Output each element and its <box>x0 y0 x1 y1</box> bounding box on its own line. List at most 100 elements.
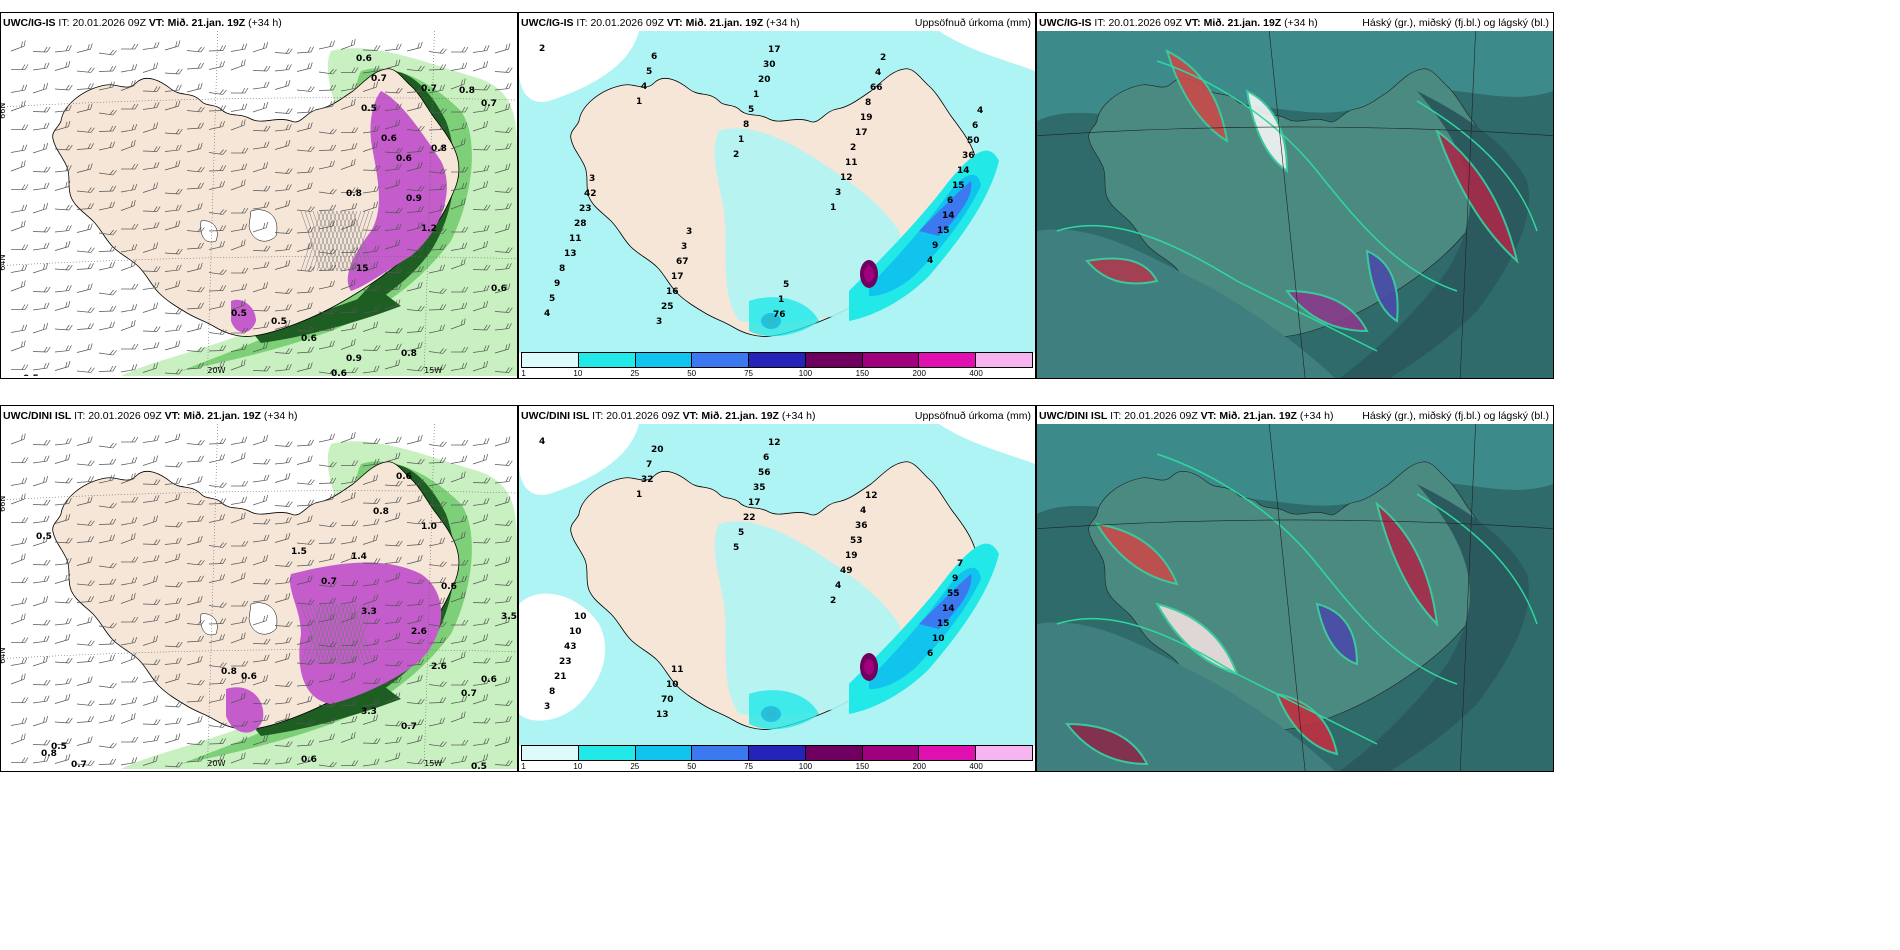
precip-value-label: 25 <box>661 302 674 312</box>
precip-value-label: 11 <box>569 234 582 244</box>
graticule <box>1 31 517 376</box>
colorbar-label: 25 <box>630 369 640 378</box>
precip-rainband <box>749 543 999 730</box>
precip-value-label: 55 <box>947 589 960 599</box>
colorbar-label: 50 <box>687 762 697 771</box>
snow-value-label: 1.5 <box>291 547 307 557</box>
precip-value-label: 67 <box>676 257 689 267</box>
snow-value-label: 0.6 <box>301 334 317 344</box>
it-label: IT: <box>576 17 588 29</box>
snow-hatch <box>300 210 374 272</box>
cloud-contours <box>1056 60 1538 352</box>
snow-value-label: 0.8 <box>431 144 447 154</box>
colorbar-cell <box>749 353 806 367</box>
precip-value-label: 1 <box>738 135 744 145</box>
precip-value-label: 12 <box>840 173 853 183</box>
colorbar-cell <box>692 746 750 760</box>
precip-value-label: 15 <box>937 619 950 629</box>
field-description: Háský (gr.), miðský (fj.bl.) og lágský (… <box>1362 17 1549 29</box>
colorbar-label: 400 <box>969 762 983 771</box>
model-name: UWC/DINI ISL <box>521 410 590 422</box>
precip-value-label: 12 <box>865 491 878 501</box>
precip-value-label: 1 <box>636 97 642 107</box>
cloud-map-igis-panel: UWC/IG-IS IT: 20.01.2026 09Z VT: Mið. 21… <box>1036 12 1554 379</box>
precip-value-label: 14 <box>942 211 955 221</box>
lat-tick-66n: 66N <box>1 103 7 119</box>
precip-map-dini-panel: UWC/DINI ISL IT: 20.01.2026 09Z VT: Mið.… <box>518 405 1036 772</box>
snow-value-label: 0.5 <box>23 374 39 376</box>
snow-hatch <box>300 603 374 665</box>
precip-value-label: 5 <box>646 67 652 77</box>
colorbar-label: 1 <box>521 369 526 378</box>
lead-time: (+34 h) <box>1299 410 1334 422</box>
panel-title: UWC/DINI ISL IT: 20.01.2026 09Z VT: Mið.… <box>1039 410 1333 422</box>
snow-value-label: 2.6 <box>431 662 447 672</box>
precip-colorbar: 1 10 25 50 75 100 150 200 400 <box>519 745 1035 771</box>
snow-value-label: 0.6 <box>396 154 412 164</box>
vt-value: Mið. 21.jan. 19Z <box>685 17 764 29</box>
precip-value-label: 17 <box>768 45 781 55</box>
colorbar-cell <box>749 746 806 760</box>
colorbar-label: 150 <box>855 369 870 378</box>
field-description: Uppsöfnuð úrkoma (mm) <box>914 17 1031 29</box>
model-name: UWC/DINI ISL <box>3 410 72 422</box>
colorbar-cell <box>976 353 1033 367</box>
precip-value-label: 10 <box>932 634 945 644</box>
precip-value-label: 8 <box>549 687 555 697</box>
precip-value-label: 5 <box>738 528 744 538</box>
colorbar-label: 100 <box>798 762 813 771</box>
snow-value-label: 0.6 <box>481 675 497 685</box>
precip-value-label: 43 <box>564 642 577 652</box>
snow-value-label: 0.5 <box>36 532 52 542</box>
snow-value-label: 1.4 <box>351 552 367 562</box>
colorbar-cell <box>578 353 636 367</box>
precip-value-label: 1 <box>636 490 642 500</box>
colorbar-cell <box>635 746 693 760</box>
snow-value-label: 3.5 <box>501 612 517 622</box>
snow-value-label: 0.9 <box>406 194 422 204</box>
snow-value-label: 0.8 <box>221 667 237 677</box>
colorbar-label: 400 <box>969 369 983 378</box>
precip-value-label: 5 <box>549 294 555 304</box>
field-description: Háský (gr.), miðský (fj.bl.) og lágský (… <box>1362 410 1549 422</box>
it-label: IT: <box>74 410 86 422</box>
precip-value-label: 53 <box>850 536 863 546</box>
precip-value-label: 11 <box>845 158 858 168</box>
precip-value-labels: 4152633254108722491521201719142313355355… <box>539 437 963 720</box>
cloud-map-dini-panel: UWC/DINI ISL IT: 20.01.2026 09Z VT: Mið.… <box>1036 405 1554 772</box>
it-value: 20.01.2026 09Z <box>1124 410 1198 422</box>
cloud-contours <box>1056 453 1538 745</box>
precip-value-label: 12 <box>768 438 781 448</box>
model-name: UWC/IG-IS <box>521 17 574 29</box>
vt-value: Mið. 21.jan. 19Z <box>183 410 261 422</box>
colorbar-cell <box>635 353 693 367</box>
precip-value-label: 5 <box>783 280 789 290</box>
it-value: 20.01.2026 09Z <box>88 410 162 422</box>
precip-value-label: 13 <box>656 710 669 720</box>
snow-value-label: 0.8 <box>373 507 389 517</box>
precip-value-label: 6 <box>763 453 769 463</box>
model-name: UWC/IG-IS <box>3 17 56 29</box>
snow-value-label: 0.6 <box>396 472 412 482</box>
lead-time: (+34 h) <box>766 17 800 29</box>
snow-value-label: 0.7 <box>401 722 417 732</box>
precip-value-label: 4 <box>860 506 866 516</box>
precip-map: 4152633254108722491521201719142313355355… <box>519 424 1035 746</box>
it-value: 20.01.2026 09Z <box>1108 17 1182 29</box>
snow-purple <box>226 562 442 733</box>
snow-value-label: 15 <box>356 264 369 274</box>
colorbar-cell <box>862 746 920 760</box>
snow-value-label: 1.0 <box>421 522 437 532</box>
precip-value-label: 4 <box>927 256 933 266</box>
it-label: IT: <box>58 17 70 29</box>
model-name: UWC/IG-IS <box>1039 17 1092 29</box>
snow-value-label: 0.6 <box>441 582 457 592</box>
vt-label: VT: <box>164 410 181 422</box>
colorbar-label: 10 <box>573 369 583 378</box>
colorbar-label: 75 <box>744 369 753 378</box>
colorbar-labels: 1 10 25 50 75 100 150 200 400 <box>521 368 1033 378</box>
colorbar-cell <box>919 746 977 760</box>
snow-value-label: 0.7 <box>71 760 87 769</box>
precip-value-label: 17 <box>855 128 868 138</box>
